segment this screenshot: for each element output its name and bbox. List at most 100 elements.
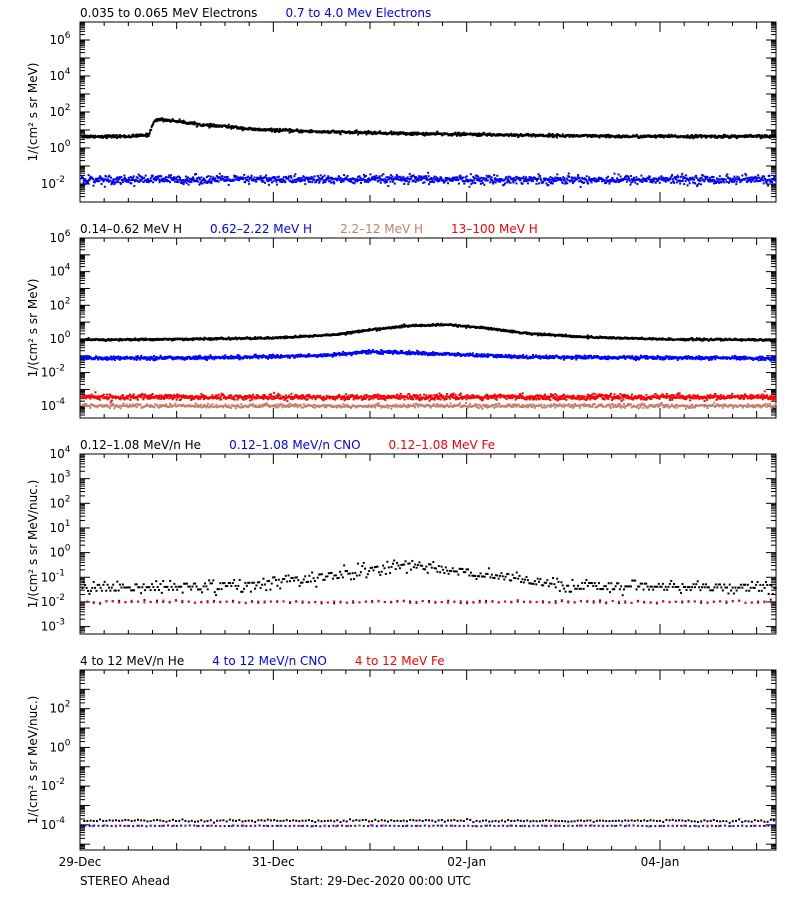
- data-point: [198, 178, 201, 181]
- data-point: [353, 178, 356, 181]
- data-point: [725, 174, 728, 177]
- data-point: [113, 134, 116, 137]
- data-point: [537, 173, 540, 176]
- data-point: [681, 180, 684, 183]
- data-point: [698, 182, 701, 185]
- data-point: [88, 179, 91, 182]
- data-point: [723, 135, 726, 138]
- data-point: [177, 175, 180, 178]
- data-point: [91, 178, 94, 181]
- data-point: [329, 131, 332, 134]
- data-point: [608, 337, 611, 340]
- data-point: [703, 337, 706, 340]
- data-point: [148, 133, 151, 136]
- data-point: [456, 133, 459, 136]
- data-point: [627, 176, 630, 179]
- data-point: [137, 173, 140, 176]
- data-point: [611, 177, 614, 180]
- data-point: [612, 180, 615, 183]
- data-point: [408, 172, 411, 175]
- data-point: [658, 181, 661, 184]
- data-point: [666, 177, 669, 180]
- data-point: [686, 134, 689, 137]
- data-point: [505, 176, 508, 179]
- data-point: [214, 177, 217, 180]
- data-point: [404, 180, 407, 183]
- data-point: [596, 179, 599, 182]
- data-point: [700, 136, 703, 139]
- data-point: [92, 134, 95, 137]
- data-point: [440, 176, 443, 179]
- data-point: [285, 128, 288, 131]
- data-point: [433, 181, 436, 184]
- data-point: [260, 179, 263, 182]
- data-point: [306, 176, 309, 179]
- data-point: [379, 179, 382, 182]
- data-point: [218, 355, 221, 358]
- data-point: [303, 178, 306, 181]
- data-point: [358, 329, 361, 332]
- data-point: [181, 337, 184, 340]
- data-point: [655, 178, 658, 181]
- data-point: [209, 175, 212, 178]
- data-point: [554, 176, 557, 179]
- data-point: [363, 176, 366, 179]
- data-point: [607, 133, 610, 136]
- data-point: [138, 175, 141, 178]
- data-point: [726, 134, 729, 137]
- data-point: [349, 178, 352, 181]
- data-point: [729, 177, 732, 180]
- data-point: [263, 181, 266, 184]
- data-point: [122, 178, 125, 181]
- data-point: [561, 134, 564, 137]
- data-point: [85, 358, 88, 361]
- data-point: [275, 130, 278, 133]
- data-point: [250, 174, 253, 177]
- data-point: [346, 331, 349, 334]
- data-point: [754, 339, 757, 342]
- data-point: [472, 179, 475, 182]
- data-point: [387, 185, 390, 188]
- data-point: [226, 126, 229, 129]
- data-point: [667, 133, 670, 136]
- data-point: [751, 338, 754, 341]
- data-point: [719, 178, 722, 181]
- data-point: [669, 177, 672, 180]
- data-point: [221, 356, 224, 359]
- data-point: [109, 179, 112, 182]
- data-point: [273, 177, 276, 180]
- data-point: [564, 333, 567, 336]
- data-point: [293, 178, 296, 181]
- data-point: [390, 178, 393, 181]
- data-point: [346, 174, 349, 177]
- y-axis-label: 1/(cm² s sr MeV): [26, 279, 40, 378]
- data-point: [548, 180, 551, 183]
- data-point: [769, 340, 772, 343]
- data-point: [435, 324, 438, 327]
- data-point: [571, 177, 574, 180]
- data-point: [669, 176, 672, 179]
- data-point: [442, 181, 445, 184]
- data-point: [716, 177, 719, 180]
- data-point: [132, 175, 135, 178]
- data-point: [759, 179, 762, 182]
- data-point: [604, 179, 607, 182]
- data-point: [112, 180, 115, 183]
- data-point: [130, 182, 133, 185]
- data-point: [154, 175, 157, 178]
- data-point: [774, 179, 777, 182]
- data-point: [618, 134, 621, 137]
- data-point: [428, 183, 431, 186]
- data-point: [127, 176, 130, 179]
- data-point: [242, 126, 245, 129]
- data-point: [466, 180, 469, 183]
- data-point: [461, 176, 464, 179]
- data-point: [587, 182, 590, 185]
- data-point: [722, 178, 725, 181]
- data-point: [270, 127, 273, 130]
- data-point: [237, 126, 240, 129]
- data-point: [684, 176, 687, 179]
- data-point: [564, 182, 567, 185]
- data-point: [417, 177, 420, 180]
